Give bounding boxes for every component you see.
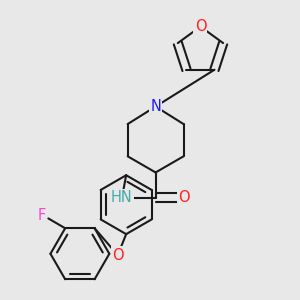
Text: F: F	[37, 208, 46, 223]
Text: O: O	[112, 248, 124, 263]
Text: O: O	[195, 19, 206, 34]
Text: HN: HN	[111, 190, 133, 205]
Text: N: N	[150, 99, 161, 114]
Text: O: O	[178, 190, 190, 205]
